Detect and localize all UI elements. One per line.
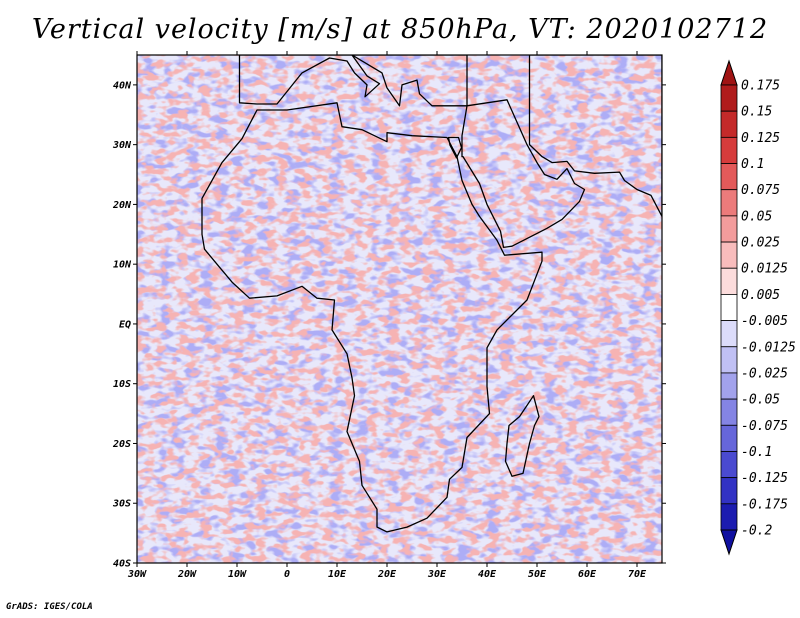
velocity-field-texture — [137, 55, 662, 563]
colorbar-swatch — [720, 320, 738, 348]
colorbar-label: 0.175 — [741, 79, 780, 94]
colorbar-label: -0.175 — [741, 497, 788, 512]
colorbar-label: 0.075 — [741, 183, 780, 198]
latitude-axis: 40N 30N 20N 10N EQ 10S 20S 30S 40S — [112, 80, 666, 570]
colorbar-label: -0.2 — [741, 524, 772, 539]
colorbar: 0.175 0.15 0.125 0.1 0.075 0.05 0.025 0.0125 0.0… — [720, 59, 796, 556]
sinai-coastline — [447, 136, 463, 159]
lon-tick-label: 10W — [228, 569, 247, 580]
colorbar-over-triangle — [720, 59, 738, 86]
colorbar-swatch — [720, 163, 738, 191]
iran-coastline — [528, 55, 662, 218]
lat-tick-label: 30S — [112, 499, 131, 510]
colorbar-swatch — [720, 451, 738, 479]
colorbar-swatch — [720, 372, 738, 400]
map-frame — [136, 54, 663, 564]
lat-tick-label: 20S — [112, 439, 131, 450]
lon-tick-label: 70E — [628, 569, 647, 580]
colorbar-label: 0.025 — [741, 236, 780, 251]
colorbar-label: 0.05 — [741, 209, 772, 224]
colorbar-label: -0.025 — [741, 366, 788, 381]
map-panel — [136, 54, 663, 564]
colorbar-label: -0.1 — [741, 445, 772, 460]
lon-tick-label: 10E — [328, 569, 347, 580]
europe-coastline — [238, 55, 468, 107]
lat-tick-label: 20N — [112, 200, 132, 211]
colorbar-swatch — [720, 136, 738, 164]
colorbar-label: 0.1 — [741, 157, 764, 172]
lon-tick-label: 20W — [177, 569, 197, 580]
lon-tick-label: 30E — [427, 569, 447, 580]
lat-tick-label: 40S — [113, 559, 131, 570]
lon-tick-label: 40E — [478, 569, 497, 580]
colorbar-swatch — [720, 215, 738, 243]
lat-tick-label: 10S — [113, 379, 131, 390]
colorbar-swatch — [720, 189, 738, 217]
colorbar-label: 0.0125 — [741, 262, 788, 277]
colorbar-swatch — [720, 267, 738, 295]
colorbar-label: -0.05 — [741, 393, 780, 408]
colorbar-label: 0.15 — [741, 105, 772, 120]
coastlines-and-borders — [201, 55, 662, 533]
colorbar-under-triangle — [720, 529, 738, 556]
lon-tick-label: 30W — [127, 569, 147, 580]
lon-tick-label: 60E — [578, 569, 597, 580]
lon-tick-label: 20E — [377, 569, 397, 580]
colorbar-label: 0.125 — [741, 131, 780, 146]
colorbar-swatch — [720, 294, 738, 321]
colorbar-swatch — [720, 503, 738, 531]
lat-tick-label: 30N — [112, 140, 132, 151]
colorbar-swatch — [720, 398, 738, 426]
lat-tick-label: 40N — [113, 80, 132, 91]
longitude-axis: 30W 20W 10W 0 10E 20E 30E 40E 50E 60E 70E — [127, 51, 647, 580]
madagascar-coastline — [504, 395, 540, 477]
lon-tick-label: 0 — [284, 569, 290, 580]
grads-credit: GrADS: IGES/COLA — [6, 602, 93, 612]
lat-tick-label: EQ — [119, 319, 131, 330]
colorbar-swatch — [720, 346, 738, 374]
colorbar-swatch — [720, 241, 738, 269]
lon-tick-label: 50E — [528, 569, 547, 580]
colorbar-swatch — [720, 110, 738, 138]
colorbar-swatch — [720, 424, 738, 452]
colorbar-swatch — [720, 477, 738, 505]
colorbar-label: -0.005 — [741, 314, 788, 329]
colorbar-label: -0.075 — [741, 419, 788, 434]
africa-coastline — [201, 102, 543, 533]
colorbar-label: -0.0125 — [741, 340, 796, 355]
colorbar-swatch — [720, 84, 738, 112]
map-title: Vertical velocity [m/s] at 850hPa, VT: 2… — [31, 14, 769, 45]
colorbar-label: 0.005 — [741, 288, 780, 303]
arabia-coastline — [461, 99, 586, 249]
colorbar-label: -0.125 — [741, 471, 788, 486]
lat-tick-label: 10N — [113, 260, 132, 271]
